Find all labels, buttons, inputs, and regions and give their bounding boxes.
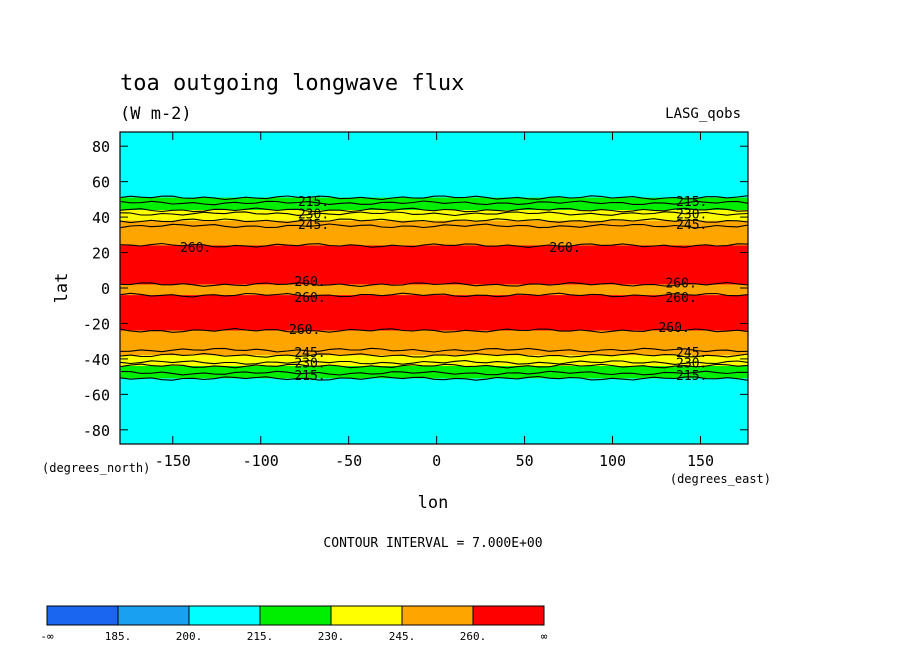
colorbar-swatch [330, 605, 403, 626]
colorbar-label: 230. [318, 630, 345, 643]
contour-label: 230. [676, 208, 707, 223]
chart-units: (W m-2) [120, 104, 192, 124]
contour-label: 260. [289, 323, 320, 338]
y-axis-units: (degrees_north) [42, 461, 150, 475]
contour-label: 215. [676, 369, 707, 384]
contour-line-8 [119, 292, 749, 298]
x-tick-label: 100 [599, 452, 626, 470]
x-tick-label: 50 [516, 452, 534, 470]
colorbar-swatch [401, 605, 474, 626]
contour-label: 260. [665, 277, 696, 292]
x-tick-label: -50 [335, 452, 362, 470]
contour-label: 230. [298, 208, 329, 223]
contour-label: 245. [298, 218, 329, 233]
contour-line-12 [119, 360, 749, 365]
contour-line-3 [119, 211, 749, 217]
contour-label: 230. [676, 356, 707, 371]
colorbar-label: -∞ [40, 630, 54, 643]
contour-label: 245. [676, 218, 707, 233]
contour-band-6 [120, 295, 748, 331]
contour-label: 215. [294, 369, 325, 384]
contour-line-7 [119, 281, 749, 287]
colorbar-label: 215. [247, 630, 274, 643]
contour-label: 260. [180, 241, 211, 256]
colorbar-label: 185. [105, 630, 132, 643]
contour-band-8 [120, 355, 748, 366]
x-axis-label: lon [418, 493, 449, 513]
contour-label: 260. [665, 291, 696, 306]
y-tick-label: 40 [92, 209, 110, 227]
contour-label: 260. [294, 275, 325, 290]
x-tick-label: 150 [687, 452, 714, 470]
y-tick-label: -60 [83, 386, 110, 404]
contour-label: 260. [549, 241, 580, 256]
y-tick-label: -40 [83, 351, 110, 369]
colorbar-swatch [188, 605, 261, 626]
colorbar-label: 200. [176, 630, 203, 643]
contour-line-4 [119, 218, 749, 224]
contour-line-13 [119, 363, 749, 369]
contour-label: 260. [294, 291, 325, 306]
contour-line-5 [119, 223, 749, 229]
contour-label: 215. [298, 195, 329, 210]
contour-line-9 [119, 328, 749, 334]
y-axis: 80 60 40 20 0 -20 -40 -60 -80 [83, 138, 748, 440]
contour-line-10 [119, 347, 749, 353]
x-axis-units: (degrees_east) [670, 472, 771, 486]
contour-line-0 [119, 195, 749, 201]
colorbar-swatch [259, 605, 332, 626]
colorbar-label: ∞ [541, 630, 548, 643]
contour-label: 245. [676, 346, 707, 361]
y-tick-label: -80 [83, 422, 110, 440]
y-tick-label: 80 [92, 138, 110, 156]
contour-label: 260. [658, 321, 689, 336]
y-tick-label: 60 [92, 174, 110, 192]
colorbar-swatch [46, 605, 119, 626]
contour-line-2 [119, 207, 749, 213]
colorbar-label: 245. [389, 630, 416, 643]
y-tick-label: -20 [83, 315, 110, 333]
contour-band-4 [120, 245, 748, 285]
x-tick-label: -150 [155, 452, 191, 470]
colorbar-label: 260. [460, 630, 487, 643]
contour-band-2 [120, 210, 748, 221]
chart-source: LASG_qobs [665, 106, 741, 122]
contour-band-5 [120, 284, 748, 296]
chart-title: toa outgoing longwave flux [120, 71, 464, 96]
contour-band-0 [120, 132, 748, 198]
x-tick-label: -100 [243, 452, 279, 470]
contour-line-14 [119, 370, 749, 376]
contour-label: 215. [676, 195, 707, 210]
colorbar-swatch [472, 605, 545, 626]
y-axis-label: lat [52, 273, 72, 304]
contour-label: 230. [294, 356, 325, 371]
contour-band-7 [120, 330, 748, 356]
contour-label: 245. [294, 346, 325, 361]
contour-line-15 [119, 375, 749, 381]
contour-line-11 [119, 352, 749, 358]
contour-line-6 [119, 242, 749, 248]
plot-area: 215.230.245.260.260.260.260.245.230.215.… [119, 131, 749, 445]
y-tick-label: 0 [101, 280, 110, 298]
y-tick-label: 20 [92, 245, 110, 263]
contour-line-1 [119, 200, 749, 206]
contour-band-10 [120, 378, 748, 444]
x-axis: -150 -100 -50 0 50 100 150 [155, 132, 714, 470]
x-tick-label: 0 [432, 452, 441, 470]
contour-band-1 [120, 197, 748, 210]
colorbar: -∞ 185. 200. 215. 230. 245. 260. ∞ [40, 605, 548, 643]
colorbar-swatch [117, 605, 190, 626]
contour-band-9 [120, 366, 748, 379]
contour-interval-note: CONTOUR INTERVAL = 7.000E+00 [323, 536, 542, 551]
